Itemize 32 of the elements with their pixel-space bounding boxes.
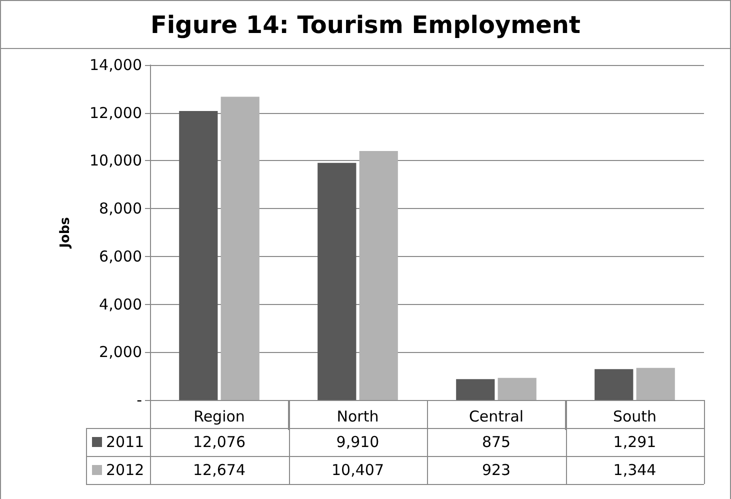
bar [636, 368, 675, 400]
data-label: 1,291 [613, 433, 656, 451]
data-label: 923 [482, 461, 511, 479]
data-label: 12,674 [193, 461, 246, 479]
bar [498, 378, 536, 400]
legend-label: 2011 [106, 433, 144, 451]
data-label: 1,344 [613, 461, 656, 479]
legend-label: 2012 [106, 461, 144, 479]
bar [456, 379, 495, 400]
y-tick-label: 12,000 [90, 104, 142, 122]
y-axis-title: Jobs [58, 216, 73, 249]
x-tick-label: Central [468, 408, 524, 426]
bar [220, 96, 260, 400]
y-tick-label: 10,000 [90, 152, 142, 170]
bar [179, 111, 218, 400]
bar [318, 162, 356, 400]
chart-title: Figure 14: Tourism Employment [150, 11, 580, 39]
bar [594, 369, 634, 400]
y-tick-label: 8,000 [99, 200, 142, 218]
y-tick-label: 2,000 [99, 343, 142, 362]
y-tick-label: - [136, 391, 142, 409]
data-label: 875 [482, 433, 511, 451]
x-tick-label: South [612, 408, 657, 426]
data-label: 12,076 [193, 433, 246, 451]
y-tick-label: 14,000 [90, 56, 142, 74]
bar [359, 150, 398, 400]
x-tick-label: Region [194, 408, 245, 426]
x-tick-label: North [336, 408, 379, 426]
y-tick-label: 4,000 [99, 295, 142, 314]
data-label: 9,910 [336, 433, 380, 451]
y-tick-label: 6,000 [99, 247, 142, 266]
data-label: 10,407 [332, 461, 384, 479]
